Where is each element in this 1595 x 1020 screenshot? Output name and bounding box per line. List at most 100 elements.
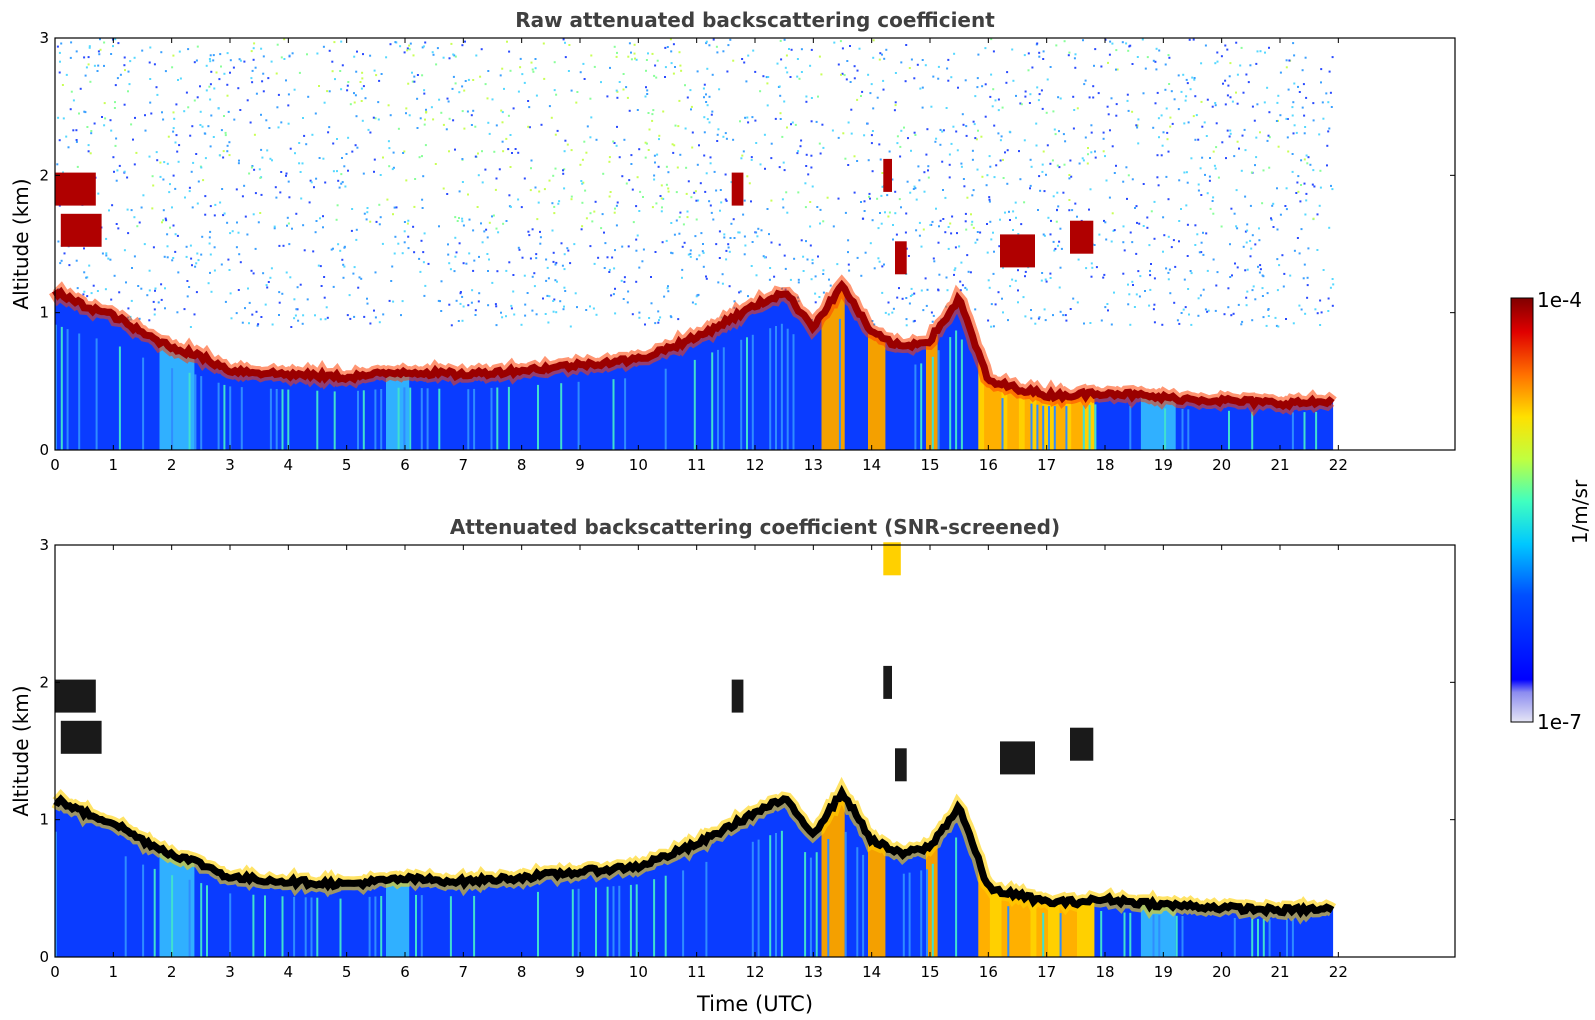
noise-speckle — [849, 45, 851, 47]
aerosol-column — [386, 373, 393, 450]
aerosol-column — [531, 369, 538, 450]
noise-speckle — [1014, 279, 1017, 282]
noise-speckle — [654, 251, 657, 253]
noise-speckle — [418, 156, 421, 159]
noise-speckle — [809, 201, 812, 203]
noise-speckle — [1249, 239, 1252, 242]
noise-speckle — [809, 244, 812, 247]
noise-speckle — [1320, 68, 1323, 71]
x-tick-label: 13 — [804, 456, 823, 474]
plume-streak — [217, 382, 220, 450]
noise-speckle — [662, 110, 665, 113]
noise-speckle — [544, 313, 547, 315]
noise-speckle — [970, 223, 973, 226]
noise-speckle — [974, 308, 977, 311]
noise-speckle — [171, 259, 174, 262]
noise-speckle — [1216, 51, 1219, 54]
plume-streak — [606, 886, 609, 957]
noise-speckle — [1001, 297, 1003, 300]
noise-speckle — [680, 69, 683, 72]
noise-speckle — [1184, 99, 1187, 102]
noise-speckle — [953, 273, 955, 276]
aerosol-column — [1123, 901, 1130, 957]
noise-speckle — [241, 321, 244, 324]
noise-speckle — [636, 176, 639, 179]
noise-speckle — [990, 238, 993, 241]
noise-speckle — [1169, 125, 1172, 128]
noise-speckle — [1161, 323, 1164, 326]
aerosol-column — [647, 354, 654, 450]
aerosol-column — [670, 346, 677, 450]
noise-speckle — [563, 187, 566, 190]
noise-speckle — [625, 86, 628, 89]
noise-speckle — [989, 95, 992, 98]
noise-speckle — [535, 94, 538, 97]
noise-speckle — [1298, 304, 1301, 307]
noise-speckle — [961, 284, 964, 287]
noise-speckle — [442, 123, 445, 126]
noise-speckle — [226, 150, 229, 153]
noise-speckle — [355, 238, 358, 241]
noise-speckle — [215, 71, 218, 74]
noise-speckle — [1282, 285, 1285, 288]
noise-speckle — [1244, 230, 1247, 233]
plume-streak — [415, 894, 417, 957]
noise-speckle — [909, 191, 912, 194]
noise-speckle — [695, 258, 698, 261]
aerosol-column — [792, 305, 799, 450]
noise-speckle — [548, 105, 551, 108]
plume-streak — [229, 386, 232, 450]
noise-speckle — [213, 87, 216, 90]
noise-speckle — [1049, 162, 1052, 165]
noise-speckle — [500, 109, 503, 112]
noise-speckle — [906, 180, 909, 183]
noise-speckle — [999, 218, 1001, 221]
noise-speckle — [528, 234, 531, 237]
noise-speckle — [548, 179, 551, 182]
noise-speckle — [892, 224, 894, 226]
x-tick-label: 3 — [225, 456, 235, 474]
noise-speckle — [1300, 228, 1303, 231]
noise-speckle — [630, 51, 632, 54]
noise-speckle — [452, 53, 455, 56]
noise-speckle — [212, 54, 215, 57]
noise-speckle — [670, 222, 673, 224]
noise-speckle — [419, 117, 422, 120]
noise-speckle — [759, 163, 762, 166]
noise-speckle — [403, 150, 406, 153]
noise-speckle — [942, 189, 944, 191]
plume-streak — [55, 831, 57, 957]
aerosol-column — [757, 810, 764, 957]
noise-speckle — [796, 152, 799, 155]
noise-speckle — [1097, 92, 1100, 95]
noise-speckle — [751, 116, 754, 119]
noise-speckle — [907, 255, 910, 257]
plume-streak — [310, 897, 313, 957]
noise-speckle — [75, 50, 78, 53]
noise-speckle — [305, 143, 308, 146]
noise-speckle — [350, 229, 353, 232]
noise-speckle — [523, 177, 526, 180]
noise-speckle — [1277, 325, 1280, 328]
noise-speckle — [474, 309, 477, 312]
aerosol-column — [1111, 393, 1119, 450]
noise-speckle — [300, 197, 303, 200]
noise-speckle — [690, 108, 692, 111]
x-tick-label: 10 — [629, 963, 648, 981]
plume-streak — [612, 379, 615, 450]
noise-speckle — [573, 243, 576, 246]
plume-streak — [1175, 915, 1178, 957]
noise-speckle — [563, 286, 566, 289]
noise-speckle — [238, 159, 240, 162]
noise-speckle — [328, 49, 331, 52]
noise-speckle — [1167, 271, 1170, 274]
noise-speckle — [1244, 195, 1247, 198]
noise-speckle — [129, 60, 132, 63]
noise-speckle — [175, 134, 178, 137]
noise-speckle — [318, 157, 321, 159]
noise-speckle — [564, 290, 567, 292]
aerosol-column — [1245, 401, 1252, 450]
noise-speckle — [1255, 136, 1258, 139]
noise-speckle — [965, 125, 968, 128]
aerosol-column — [1257, 909, 1264, 957]
